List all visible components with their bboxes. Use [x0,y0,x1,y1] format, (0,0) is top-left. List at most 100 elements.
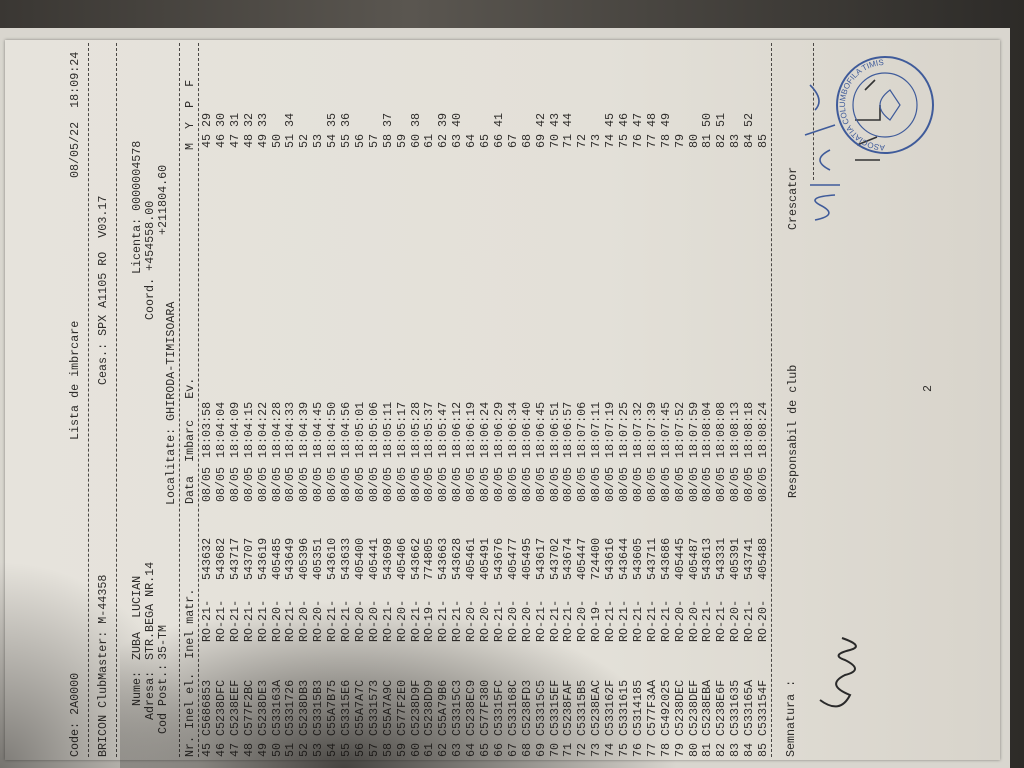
cell-serie: RO-21- [658,599,673,642]
cell-serie: RO-21- [227,599,242,642]
cell-matr: 724400 [589,537,604,580]
cell-m: 56 [352,133,367,148]
cell-el: C5238EBA [700,679,715,736]
cell-serie: RO-19- [422,599,437,642]
cell-matr: 543331 [714,537,729,580]
cell-serie: RO-20- [728,599,743,642]
cell-nr: 74 [603,742,618,757]
cell-nr: 58 [380,742,395,757]
cell-m: 66 [491,133,506,148]
cell-data: 08/05 [297,466,312,502]
cell-el: C5238DD9 [422,679,437,736]
cell-nr: 48 [241,742,256,757]
cell-serie: RO-20- [464,599,479,642]
cell-el: C577F2BC [241,679,256,736]
cell-nr: 76 [630,742,645,757]
cell-ora: 18:04:45 [311,401,326,458]
cell-ora: 18:04:33 [283,401,298,458]
divider [88,43,89,757]
cell-data: 08/05 [658,466,673,502]
cell-el: C533165A [742,679,757,736]
cell-data: 08/05 [200,466,214,502]
cell-y: 40 [450,112,465,127]
cell-data: 08/05 [728,466,743,502]
cell-y: 31 [227,112,242,127]
cell-serie: RO-20- [394,599,409,642]
cell-y: 42 [533,112,548,127]
cell-data: 08/05 [478,466,492,502]
cell-matr: 543662 [408,537,423,580]
cell-ora: 18:07:59 [686,401,701,458]
cell-serie: RO-21- [339,599,353,642]
cell-matr: 543686 [658,537,673,580]
cell-m: 75 [617,133,631,148]
divider [771,43,772,757]
cell-matr: 405391 [728,537,743,580]
cell-el: C5331635 [728,679,743,736]
cell-data: 08/05 [547,466,562,502]
cell-nr: 49 [255,742,270,757]
cell-m: 76 [630,133,645,148]
postal-label: Cod Post.: [156,663,170,734]
cell-matr: 543698 [380,537,395,580]
cell-el: C5238DE3 [255,679,270,736]
cell-el: C5314185 [630,679,645,736]
cell-nr: 57 [366,742,381,757]
cell-ora: 18:08:13 [728,401,743,458]
cell-y: 33 [255,112,270,127]
cell-m: 84 [742,133,757,148]
cell-nr: 72 [575,742,590,757]
cell-el: C5238E6F [714,679,729,736]
cell-el: C55A7B75 [325,679,340,736]
cell-data: 08/05 [339,466,353,502]
cell-y: 38 [408,112,423,127]
cell-ora: 18:03:58 [200,401,214,458]
cell-y: 39 [436,112,451,127]
cell-el: C55A79B6 [436,679,451,736]
cell-serie: RO-20- [672,599,687,642]
cell-m: 53 [311,133,326,148]
cell-el: C5238EC9 [464,679,479,736]
cell-data: 08/05 [589,466,604,502]
cell-el: C5238FD3 [519,679,534,736]
cell-el: C53315B5 [575,679,590,736]
cell-m: 67 [505,133,520,148]
cell-data: 08/05 [630,466,645,502]
cell-matr: 543663 [436,537,451,580]
cell-el: C5238FAF [561,679,576,736]
cell-m: 74 [603,133,618,148]
cell-nr: 66 [491,742,506,757]
cell-m: 71 [561,133,576,148]
cell-matr: 543702 [547,537,562,580]
cell-ora: 18:07:32 [630,401,645,458]
cell-y: 52 [742,112,757,127]
cell-y: 35 [325,112,340,127]
cell-el: C5238DB3 [297,679,312,736]
cell-ora: 18:05:06 [366,401,381,458]
cell-nr: 69 [533,742,548,757]
cell-serie: RO-21- [213,599,228,642]
cell-matr: 405477 [505,537,520,580]
cell-serie: RO-21- [644,599,659,642]
cell-m: 59 [394,133,409,148]
cell-matr: 543628 [450,537,465,580]
cell-nr: 67 [505,742,520,757]
cell-nr: 46 [213,742,228,757]
cell-m: 55 [339,133,353,148]
cell-m: 46 [213,133,228,148]
cell-data: 08/05 [533,466,548,502]
cell-m: 47 [227,133,242,148]
cell-serie: RO-21- [561,599,576,642]
cell-m: 80 [686,133,701,148]
cell-m: 77 [644,133,659,148]
cell-data: 08/05 [283,466,298,502]
cell-nr: 85 [756,742,770,757]
cell-nr: 59 [394,742,409,757]
cell-serie: RO-21- [547,599,562,642]
cell-y: 49 [658,112,673,127]
coordinates-2: +211804.60 [156,164,170,235]
cell-matr: 543619 [255,537,270,580]
cell-ora: 18:06:40 [519,401,534,458]
cell-serie: RO-21- [714,599,729,642]
cell-data: 08/05 [422,466,437,502]
